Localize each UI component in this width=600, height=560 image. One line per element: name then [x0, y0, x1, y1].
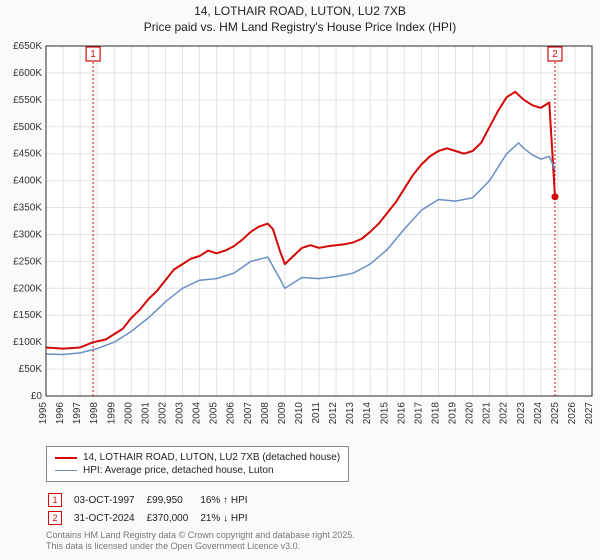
marker-badge: 1	[48, 493, 62, 507]
svg-text:2014: 2014	[362, 402, 373, 425]
legend-swatch	[55, 470, 77, 471]
svg-text:2005: 2005	[209, 402, 220, 425]
svg-text:£600K: £600K	[13, 68, 42, 79]
svg-text:2006: 2006	[226, 402, 237, 425]
marker-price: £99,950	[147, 492, 199, 508]
legend-label: 14, LOTHAIR ROAD, LUTON, LU2 7XB (detach…	[83, 452, 340, 463]
svg-text:1: 1	[90, 49, 96, 60]
svg-text:£50K: £50K	[19, 364, 43, 375]
marker-delta: 21% ↓ HPI	[200, 510, 257, 526]
legend-item: HPI: Average price, detached house, Luto…	[55, 464, 340, 477]
marker-date: 03-OCT-1997	[74, 492, 145, 508]
svg-text:£550K: £550K	[13, 95, 42, 106]
svg-text:£500K: £500K	[13, 122, 42, 133]
svg-text:2027: 2027	[584, 402, 595, 425]
svg-text:1999: 1999	[106, 402, 117, 425]
svg-text:2022: 2022	[499, 402, 510, 425]
svg-text:2008: 2008	[260, 402, 271, 425]
svg-text:2004: 2004	[192, 402, 203, 425]
marker-delta: 16% ↑ HPI	[200, 492, 257, 508]
svg-text:2011: 2011	[311, 402, 322, 424]
svg-text:2020: 2020	[465, 402, 476, 425]
svg-text:2017: 2017	[413, 402, 424, 425]
svg-text:2018: 2018	[430, 402, 441, 425]
svg-text:2016: 2016	[396, 402, 407, 425]
legend-label: HPI: Average price, detached house, Luto…	[83, 465, 274, 476]
chart-svg: £0 £50K £100K £150K £200K £250K £300K £350K £400…	[0, 40, 600, 440]
svg-text:2012: 2012	[328, 402, 339, 425]
svg-text:2003: 2003	[175, 402, 186, 425]
svg-text:£0: £0	[31, 391, 43, 402]
marker-table: 1 03-OCT-1997£99,95016% ↑ HPI 2 31-OCT-2024…	[46, 490, 260, 528]
chart-area: £0 £50K £100K £150K £200K £250K £300K £350K £400…	[0, 40, 600, 440]
marker-price: £370,000	[147, 510, 199, 526]
svg-text:£650K: £650K	[13, 41, 42, 52]
svg-text:2015: 2015	[379, 402, 390, 425]
title-line-2: Price paid vs. HM Land Registry's House …	[0, 20, 600, 36]
svg-text:£450K: £450K	[13, 149, 42, 160]
marker-row: 2 31-OCT-2024£370,00021% ↓ HPI	[48, 510, 258, 526]
svg-text:2000: 2000	[123, 402, 134, 425]
svg-text:1995: 1995	[38, 402, 49, 425]
svg-text:2009: 2009	[277, 402, 288, 425]
svg-text:£250K: £250K	[13, 256, 42, 267]
svg-text:2013: 2013	[345, 402, 356, 425]
marker-row: 1 03-OCT-1997£99,95016% ↑ HPI	[48, 492, 258, 508]
svg-text:2002: 2002	[157, 402, 168, 425]
svg-text:£100K: £100K	[13, 337, 42, 348]
svg-text:2024: 2024	[533, 402, 544, 425]
svg-text:2010: 2010	[294, 402, 305, 425]
credit-block: Contains HM Land Registry data © Crown c…	[46, 530, 355, 553]
svg-text:2: 2	[552, 49, 558, 60]
svg-text:2025: 2025	[550, 402, 561, 425]
legend: 14, LOTHAIR ROAD, LUTON, LU2 7XB (detach…	[46, 446, 349, 482]
credit-line-2: This data is licensed under the Open Gov…	[46, 541, 355, 552]
svg-text:2019: 2019	[448, 402, 459, 425]
legend-swatch	[55, 457, 77, 459]
title-line-1: 14, LOTHAIR ROAD, LUTON, LU2 7XB	[0, 4, 600, 20]
legend-item: 14, LOTHAIR ROAD, LUTON, LU2 7XB (detach…	[55, 451, 340, 464]
marker-date: 31-OCT-2024	[74, 510, 145, 526]
marker-badge: 2	[48, 511, 62, 525]
svg-text:1997: 1997	[72, 402, 83, 425]
svg-text:£200K: £200K	[13, 283, 42, 294]
svg-text:2026: 2026	[567, 402, 578, 425]
svg-text:1998: 1998	[89, 402, 100, 425]
svg-text:2021: 2021	[482, 402, 493, 425]
svg-text:£300K: £300K	[13, 229, 42, 240]
credit-line-1: Contains HM Land Registry data © Crown c…	[46, 530, 355, 541]
svg-text:2023: 2023	[516, 402, 527, 425]
svg-text:1996: 1996	[55, 402, 66, 425]
svg-text:£400K: £400K	[13, 176, 42, 187]
svg-text:£150K: £150K	[13, 310, 42, 321]
svg-text:£350K: £350K	[13, 203, 42, 214]
svg-text:2001: 2001	[140, 402, 151, 425]
svg-text:2007: 2007	[243, 402, 254, 425]
chart-container: 14, LOTHAIR ROAD, LUTON, LU2 7XB Price p…	[0, 0, 600, 560]
title-block: 14, LOTHAIR ROAD, LUTON, LU2 7XB Price p…	[0, 0, 600, 35]
